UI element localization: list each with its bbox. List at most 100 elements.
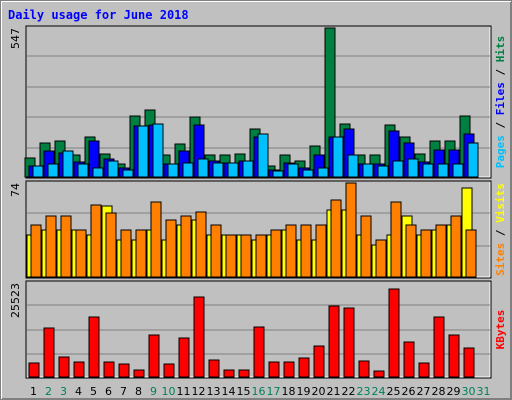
series-label-part: Files [494, 82, 507, 115]
bar-kbytes-day-15 [238, 369, 250, 378]
bar-sites-day-29 [450, 215, 462, 278]
bar-sites-day-21 [330, 199, 342, 278]
series-label-part: KBytes [494, 310, 507, 350]
bar-sites-day-3 [60, 215, 72, 278]
bar-pages-day-26 [407, 158, 419, 178]
bar-kbytes-day-7 [118, 363, 130, 378]
bar-sites-day-13 [210, 224, 222, 278]
day-label-23: 23 [357, 385, 371, 398]
bar-pages-day-23 [362, 163, 374, 178]
day-label-31: 31 [477, 385, 491, 398]
bar-kbytes-day-6 [103, 361, 115, 378]
bar-sites-day-17 [270, 229, 282, 278]
day-label-1: 1 [30, 385, 37, 398]
bar-sites-day-27 [420, 229, 432, 278]
bar-kbytes-day-22 [343, 307, 355, 378]
bar-sites-day-2 [45, 215, 57, 278]
series-label-part: Sites [494, 243, 507, 276]
day-label-22: 22 [342, 385, 356, 398]
bar-kbytes-day-1 [28, 362, 40, 378]
bar-kbytes-day-17 [268, 361, 280, 378]
day-label-19: 19 [297, 385, 311, 398]
series-label-sites-visits: Sites / Visits [494, 183, 507, 276]
bar-pages-day-18 [287, 163, 299, 178]
bar-pages-day-14 [227, 162, 239, 178]
bar-pages-day-2 [47, 163, 59, 178]
bar-sites-day-8 [135, 229, 147, 278]
bar-pages-day-5 [92, 167, 104, 178]
day-label-8: 8 [135, 385, 142, 398]
bar-kbytes-day-5 [88, 316, 100, 378]
ymax-label-hits-files-pages: 547 [9, 28, 22, 49]
bar-pages-day-21 [332, 136, 344, 178]
bar-sites-day-20 [315, 224, 327, 278]
day-label-29: 29 [447, 385, 461, 398]
bar-pages-day-4 [77, 163, 89, 178]
bar-kbytes-day-20 [313, 345, 325, 378]
day-label-13: 13 [207, 385, 221, 398]
bar-pages-day-7 [122, 169, 134, 178]
bar-pages-day-27 [422, 163, 434, 178]
bar-pages-day-19 [302, 169, 314, 178]
bar-kbytes-day-21 [328, 305, 340, 378]
bar-pages-day-29 [452, 163, 464, 178]
bar-sites-day-9 [150, 201, 162, 278]
bar-kbytes-day-19 [298, 357, 310, 378]
chart-title: Daily usage for June 2018 [8, 8, 189, 22]
bar-pages-day-15 [242, 160, 254, 178]
bar-kbytes-day-24 [373, 370, 385, 378]
bar-kbytes-day-18 [283, 361, 295, 378]
series-label-hits-files-pages: Pages / Files / Hits [494, 36, 507, 169]
bar-pages-day-24 [377, 165, 389, 178]
bar-kbytes-day-3 [58, 356, 70, 378]
bar-pages-day-28 [437, 163, 449, 178]
bar-kbytes-day-29 [448, 334, 460, 378]
ymax-label-kbytes: 25523 [9, 283, 22, 318]
bar-kbytes-day-12 [193, 296, 205, 378]
bar-kbytes-day-28 [433, 316, 445, 378]
bar-kbytes-day-11 [178, 337, 190, 378]
bar-kbytes-day-26 [403, 341, 415, 378]
bar-sites-day-7 [120, 229, 132, 278]
bar-pages-day-30 [467, 142, 479, 178]
bar-pages-day-11 [182, 162, 194, 178]
day-label-7: 7 [120, 385, 127, 398]
bar-kbytes-day-10 [163, 363, 175, 378]
day-label-10: 10 [162, 385, 176, 398]
day-label-16: 16 [252, 385, 266, 398]
day-label-27: 27 [417, 385, 431, 398]
day-label-9: 9 [150, 385, 157, 398]
day-label-2: 2 [45, 385, 52, 398]
bar-sites-day-26 [405, 224, 417, 278]
bar-sites-day-19 [300, 224, 312, 278]
bar-sites-day-4 [75, 229, 87, 278]
bar-sites-day-30 [465, 229, 477, 278]
bar-kbytes-day-25 [388, 288, 400, 378]
bar-pages-day-17 [272, 170, 284, 178]
bar-pages-day-12 [197, 158, 209, 178]
day-label-24: 24 [372, 385, 386, 398]
day-label-28: 28 [432, 385, 446, 398]
bar-sites-day-23 [360, 215, 372, 278]
bar-sites-day-25 [390, 201, 402, 278]
bar-sites-day-6 [105, 212, 117, 278]
bar-sites-day-14 [225, 234, 237, 278]
bar-kbytes-day-9 [148, 334, 160, 378]
bar-sites-day-18 [285, 224, 297, 278]
bar-sites-day-5 [90, 204, 102, 278]
series-label-part: Hits [494, 36, 507, 63]
bar-pages-day-22 [347, 154, 359, 178]
bar-kbytes-day-16 [253, 326, 265, 378]
bar-sites-day-15 [240, 234, 252, 278]
day-label-17: 17 [267, 385, 281, 398]
day-label-18: 18 [282, 385, 296, 398]
series-label-kbytes: KBytes [494, 310, 507, 350]
bar-pages-day-3 [62, 150, 74, 178]
bar-kbytes-day-14 [223, 369, 235, 378]
bar-kbytes-day-27 [418, 362, 430, 378]
bar-sites-day-16 [255, 234, 267, 278]
bar-sites-day-10 [165, 219, 177, 278]
day-label-30: 30 [462, 385, 476, 398]
day-label-12: 12 [192, 385, 206, 398]
